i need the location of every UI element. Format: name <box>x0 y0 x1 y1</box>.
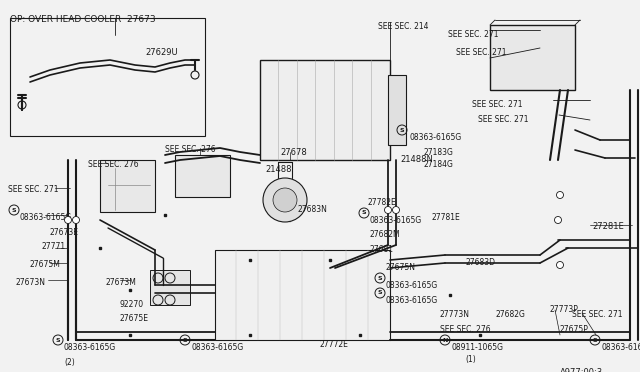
Text: SEE SEC. 214: SEE SEC. 214 <box>378 22 429 31</box>
Circle shape <box>554 217 561 224</box>
Text: 27675E: 27675E <box>120 314 149 323</box>
Text: 08363-6165G: 08363-6165G <box>64 343 116 352</box>
Text: 27673E: 27673E <box>50 228 79 237</box>
Text: S: S <box>378 276 382 280</box>
Text: 08363-6165G: 08363-6165G <box>601 343 640 352</box>
Text: SEE SEC. 271: SEE SEC. 271 <box>456 48 506 57</box>
Text: 21488: 21488 <box>265 165 291 174</box>
Text: 08363-6165G: 08363-6165G <box>20 213 72 222</box>
Text: S: S <box>12 208 16 212</box>
Text: 08363-6165G: 08363-6165G <box>191 343 243 352</box>
Text: 08363-6165G: 08363-6165G <box>409 133 461 142</box>
Text: S: S <box>593 337 597 343</box>
Bar <box>388 75 406 145</box>
Circle shape <box>263 178 307 222</box>
Circle shape <box>392 206 399 214</box>
Text: S: S <box>362 211 366 215</box>
Text: S: S <box>56 337 60 343</box>
Text: 27673M: 27673M <box>105 278 136 287</box>
Text: (1): (1) <box>465 355 476 364</box>
Text: 08363-6165G: 08363-6165G <box>386 296 438 305</box>
Text: 08363-6165G: 08363-6165G <box>386 281 438 290</box>
Text: 27772E: 27772E <box>320 340 349 349</box>
Bar <box>490 25 575 90</box>
Text: 27683N: 27683N <box>298 205 328 214</box>
Text: (2): (2) <box>64 358 75 367</box>
Text: SEE SEC. 271: SEE SEC. 271 <box>478 115 529 124</box>
Text: 08911-1065G: 08911-1065G <box>452 343 504 352</box>
Text: 27629U: 27629U <box>145 48 178 57</box>
Text: SEE SEC. 271: SEE SEC. 271 <box>8 185 58 194</box>
Text: OP: OVER HEAD COOLER  27673: OP: OVER HEAD COOLER 27673 <box>10 15 156 24</box>
Circle shape <box>557 192 563 199</box>
Text: 27773N: 27773N <box>440 310 470 319</box>
Text: 27771: 27771 <box>42 242 66 251</box>
Text: 27683D: 27683D <box>465 258 495 267</box>
Text: SEE SEC. 271: SEE SEC. 271 <box>472 100 522 109</box>
Text: 27682M: 27682M <box>370 230 401 239</box>
Text: SEE SEC. 271: SEE SEC. 271 <box>572 310 623 319</box>
Text: 27773P: 27773P <box>550 305 579 314</box>
Circle shape <box>273 188 297 212</box>
Text: SEE SEC. 276: SEE SEC. 276 <box>88 160 139 169</box>
Text: 08363-6165G: 08363-6165G <box>370 216 422 225</box>
Circle shape <box>557 262 563 269</box>
Text: 27675P: 27675P <box>560 325 589 334</box>
Text: 27781E: 27781E <box>432 213 461 222</box>
Text: S: S <box>182 337 188 343</box>
Bar <box>260 60 390 160</box>
Text: 27678: 27678 <box>280 148 307 157</box>
Text: SEE SEC. 276: SEE SEC. 276 <box>165 145 216 154</box>
Text: N: N <box>442 337 448 343</box>
Bar <box>10 18 205 136</box>
Bar <box>100 160 155 212</box>
Bar <box>150 270 190 305</box>
Circle shape <box>72 217 79 224</box>
Circle shape <box>385 206 392 214</box>
Text: 27673N: 27673N <box>15 278 45 287</box>
Text: S: S <box>378 291 382 295</box>
Text: 27682G: 27682G <box>495 310 525 319</box>
Text: 27184G: 27184G <box>424 160 454 169</box>
Text: 27675M: 27675M <box>30 260 61 269</box>
Bar <box>215 250 390 340</box>
Text: A977;00;3: A977;00;3 <box>560 368 603 372</box>
Text: 92270: 92270 <box>120 300 144 309</box>
Text: 27183G: 27183G <box>424 148 454 157</box>
Text: S: S <box>400 128 404 132</box>
Text: 27681: 27681 <box>370 245 394 254</box>
Text: SEE SEC. 276: SEE SEC. 276 <box>440 325 491 334</box>
Circle shape <box>65 217 72 224</box>
Text: 27782E: 27782E <box>368 198 397 207</box>
Text: SEE SEC. 271: SEE SEC. 271 <box>448 30 499 39</box>
Bar <box>175 155 230 197</box>
Text: 27281E: 27281E <box>592 222 624 231</box>
Text: 27675N: 27675N <box>385 263 415 272</box>
Text: 21488N: 21488N <box>400 155 433 164</box>
